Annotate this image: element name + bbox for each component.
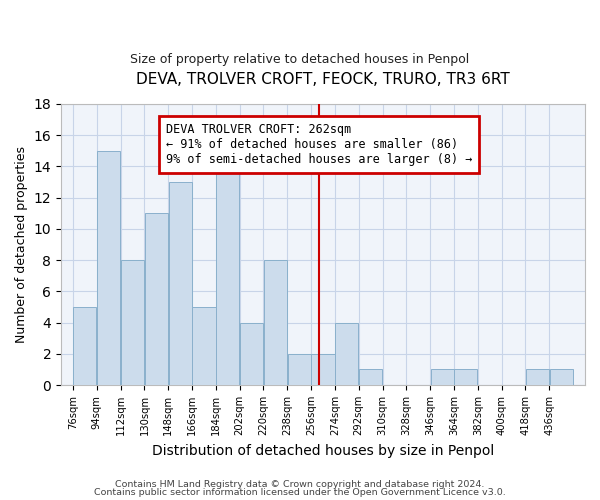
Bar [97, 151, 120, 385]
Text: Contains HM Land Registry data © Crown copyright and database right 2024.: Contains HM Land Registry data © Crown c… [115, 480, 485, 489]
Text: DEVA TROLVER CROFT: 262sqm
← 91% of detached houses are smaller (86)
9% of semi-: DEVA TROLVER CROFT: 262sqm ← 91% of deta… [166, 122, 472, 166]
Y-axis label: Number of detached properties: Number of detached properties [15, 146, 28, 343]
Bar [169, 182, 191, 385]
Bar [431, 370, 454, 385]
Bar [264, 260, 287, 385]
Bar [454, 370, 478, 385]
Bar [526, 370, 549, 385]
Bar [145, 214, 168, 385]
Bar [287, 354, 311, 385]
Bar [311, 354, 335, 385]
Title: DEVA, TROLVER CROFT, FEOCK, TRURO, TR3 6RT: DEVA, TROLVER CROFT, FEOCK, TRURO, TR3 6… [136, 72, 510, 88]
Bar [193, 307, 215, 385]
X-axis label: Distribution of detached houses by size in Penpol: Distribution of detached houses by size … [152, 444, 494, 458]
Bar [359, 370, 382, 385]
Bar [240, 322, 263, 385]
Bar [550, 370, 573, 385]
Text: Contains public sector information licensed under the Open Government Licence v3: Contains public sector information licen… [94, 488, 506, 497]
Bar [216, 166, 239, 385]
Bar [335, 322, 358, 385]
Text: Size of property relative to detached houses in Penpol: Size of property relative to detached ho… [130, 52, 470, 66]
Bar [121, 260, 144, 385]
Bar [73, 307, 97, 385]
